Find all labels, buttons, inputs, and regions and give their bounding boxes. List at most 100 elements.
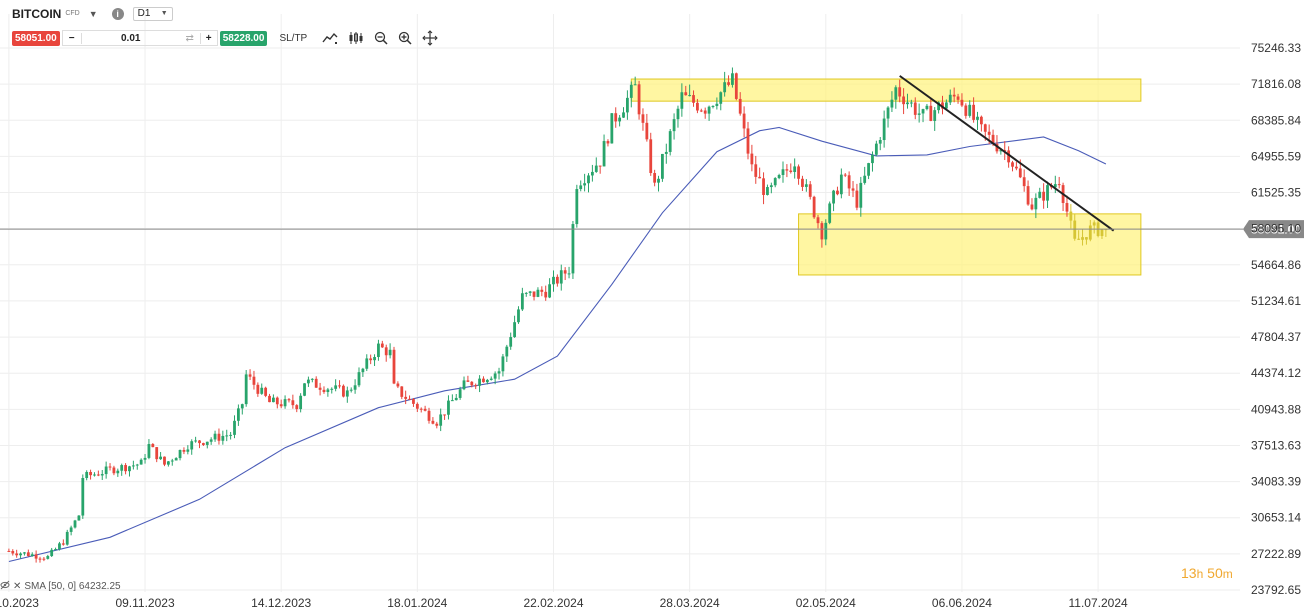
candle-body	[174, 458, 178, 461]
y-tick-label: 68385.84	[1251, 113, 1301, 127]
candle-body	[349, 389, 353, 391]
candle-body	[925, 105, 929, 110]
candle-body	[921, 109, 925, 114]
candle-body	[653, 173, 657, 183]
candle-body	[723, 82, 727, 93]
candle-body	[987, 131, 991, 135]
candle-body	[377, 343, 380, 358]
y-tick-label: 61525.35	[1251, 186, 1301, 200]
candle-body	[474, 385, 478, 387]
decrease-button[interactable]: −	[63, 32, 82, 44]
candle-body	[244, 374, 248, 405]
candle-body	[194, 440, 198, 442]
line-chart-icon[interactable]	[322, 31, 338, 45]
candle-body	[454, 397, 458, 401]
candle-body	[909, 102, 913, 104]
chevron-down-icon[interactable]: ▼	[88, 8, 98, 19]
x-tick-label: 02.05.2024	[796, 596, 856, 610]
candle-body	[820, 223, 824, 240]
candle-body	[34, 554, 38, 559]
candle-body	[874, 143, 878, 155]
candle-body	[668, 131, 672, 152]
candle-body	[536, 289, 540, 297]
quantity-field[interactable]: 0.01	[120, 32, 141, 44]
y-tick-label: 30653.14	[1251, 511, 1301, 525]
resistance-zone	[630, 78, 1142, 102]
candle-body	[396, 383, 400, 387]
sell-button[interactable]: 58051.00	[12, 30, 60, 46]
candle-body	[707, 106, 711, 114]
trendline	[899, 75, 1115, 232]
candle-body	[408, 398, 411, 400]
candle-body	[1057, 184, 1061, 186]
candle-body	[310, 378, 314, 380]
zoom-in-icon[interactable]	[398, 31, 412, 45]
candle-body	[322, 389, 326, 393]
candle-body	[205, 441, 209, 445]
candle-body	[777, 175, 781, 179]
eye-off-icon[interactable]	[0, 580, 10, 593]
candle-body	[941, 102, 944, 109]
candle-body	[388, 349, 392, 356]
candle-body	[221, 435, 225, 441]
candle-body	[812, 196, 816, 218]
x-tick-label: 14.12.2023	[251, 596, 311, 610]
candle-body	[217, 433, 221, 441]
sltp-button[interactable]: SL/TP	[279, 32, 308, 44]
candle-body	[762, 178, 765, 195]
candle-body	[19, 553, 22, 556]
candle-body	[423, 408, 427, 411]
candle-body	[692, 95, 695, 103]
candle-body	[598, 165, 602, 167]
sma-legend: ✕ SMA [50, 0] 64232.25	[0, 580, 124, 593]
info-icon[interactable]: i	[111, 7, 124, 20]
candle-body	[886, 107, 890, 119]
candle-body	[590, 171, 594, 176]
candle-body	[439, 414, 443, 426]
candle-body	[528, 291, 532, 293]
candle-body	[412, 399, 415, 404]
candle-body	[303, 383, 306, 396]
candles-icon[interactable]	[348, 31, 364, 45]
candle-body	[902, 96, 905, 105]
candle-body	[742, 113, 746, 129]
candle-body	[400, 386, 404, 397]
candle-body	[606, 141, 610, 144]
candle-body	[225, 435, 229, 437]
close-icon[interactable]: ✕	[13, 581, 22, 592]
trade-row: 58051.00 − 0.01 ⇄ + 58228.00 SL/TP	[12, 30, 438, 46]
candle-countdown: 13h 50m	[1181, 565, 1233, 581]
candle-body	[163, 456, 166, 465]
candle-body	[1015, 166, 1018, 169]
candle-body	[330, 388, 334, 390]
candle-body	[703, 110, 707, 114]
candle-body	[450, 400, 454, 402]
candle-body	[1022, 177, 1026, 187]
candle-body	[649, 139, 653, 174]
candle-body	[505, 346, 509, 357]
timeframe-select[interactable]: D1 ▼	[132, 6, 173, 21]
candle-body	[365, 358, 369, 369]
buy-button[interactable]: 58228.00	[219, 30, 268, 46]
quantity-stepper[interactable]: − 0.01 ⇄ +	[61, 30, 218, 46]
candle-body	[548, 284, 551, 298]
x-tick-label: 06.06.2024	[932, 596, 992, 610]
swap-icon[interactable]: ⇄	[185, 32, 194, 44]
increase-button[interactable]: +	[199, 32, 217, 44]
zoom-out-icon[interactable]	[374, 31, 388, 45]
candle-body	[839, 174, 843, 195]
candle-body	[58, 543, 61, 550]
candle-body	[112, 467, 116, 474]
crosshair-icon[interactable]	[422, 30, 438, 46]
symbol-name[interactable]: BITCOIN	[12, 6, 62, 21]
candle-body	[1003, 150, 1007, 152]
y-tick-label: 75246.33	[1251, 41, 1301, 55]
candle-body	[614, 113, 618, 122]
candle-body	[338, 385, 341, 387]
chart-toolbar: BITCOIN CFD ▼ i D1 ▼ 58051.00 − 0.01 ⇄ +…	[0, 0, 470, 52]
candle-body	[26, 552, 30, 557]
candle-body	[952, 94, 956, 97]
sma-layer	[8, 126, 1107, 563]
candle-body	[754, 164, 758, 177]
